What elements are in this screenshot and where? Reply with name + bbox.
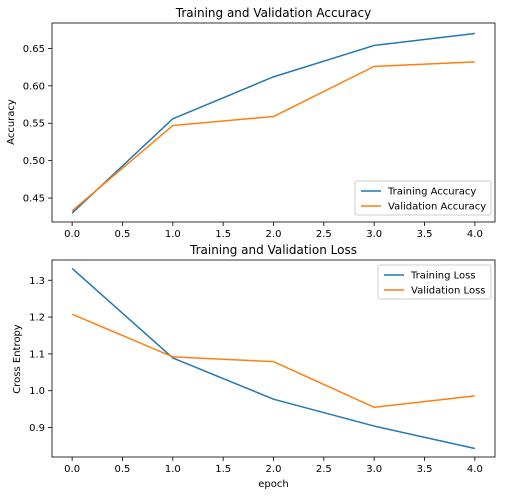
accuracy-y-tick-label: 0.55	[23, 119, 45, 130]
loss-x-tick-label: 2.0	[266, 464, 282, 475]
accuracy-x-tick-label: 3.5	[417, 229, 433, 240]
loss-chart: Training and Validation Loss Cross Entro…	[12, 243, 496, 490]
accuracy-y-axis-label: Accuracy	[6, 99, 17, 145]
loss-legend-label: Validation Loss	[411, 286, 486, 297]
loss-x-axis-label: epoch	[258, 479, 288, 490]
accuracy-y-tick-label: 0.65	[23, 44, 45, 55]
loss-legend-label: Training Loss	[410, 271, 476, 282]
accuracy-chart-title: Training and Validation Accuracy	[175, 6, 371, 20]
loss-series-line-2	[71, 313, 475, 409]
accuracy-x-tick-label: 4.0	[467, 229, 483, 240]
accuracy-y-tick-label: 0.45	[23, 194, 45, 205]
loss-x-tick-label: 3.5	[417, 464, 433, 475]
accuracy-x-tick-label: 1.0	[165, 229, 181, 240]
loss-x-tick-label: 1.5	[215, 464, 231, 475]
accuracy-x-tick-label: 2.0	[266, 229, 282, 240]
loss-y-tick-label: 1.2	[29, 313, 45, 324]
accuracy-y-tick-label: 0.60	[23, 81, 45, 92]
accuracy-x-tick-label: 0.5	[115, 229, 131, 240]
accuracy-series-line-2	[71, 61, 475, 212]
loss-x-tick-label: 3.0	[366, 464, 382, 475]
accuracy-legend-box	[354, 180, 492, 216]
loss-x-tick-label: 0.5	[115, 464, 131, 475]
accuracy-legend: Training Accuracy Validation Accuracy	[354, 180, 492, 216]
accuracy-legend-label: Training Accuracy	[387, 187, 476, 198]
loss-x-tick-label: 4.0	[467, 464, 483, 475]
loss-y-tick-label: 1.0	[29, 386, 45, 397]
accuracy-chart: Training and Validation Accuracy Accurac…	[6, 6, 496, 240]
accuracy-x-tick-label: 3.0	[366, 229, 382, 240]
accuracy-x-tick-label: 2.5	[316, 229, 332, 240]
accuracy-legend-label: Validation Accuracy	[388, 202, 486, 213]
loss-y-axis-label: Cross Entropy	[12, 324, 23, 394]
loss-chart-title: Training and Validation Loss	[189, 243, 357, 257]
loss-series-line-1	[71, 267, 476, 450]
accuracy-y-tick-label: 0.50	[23, 156, 45, 167]
loss-y-tick-label: 0.9	[29, 423, 45, 434]
loss-y-tick-label: 1.1	[29, 349, 45, 360]
loss-x-tick-label: 0.0	[64, 464, 80, 475]
accuracy-plot-area	[71, 32, 475, 214]
loss-y-tick-label: 1.3	[29, 276, 45, 287]
loss-x-tick-label: 2.5	[316, 464, 332, 475]
accuracy-x-tick-label: 0.0	[64, 229, 80, 240]
accuracy-x-tick-label: 1.5	[215, 229, 231, 240]
loss-legend-box	[377, 264, 492, 300]
loss-x-tick-label: 1.0	[165, 464, 181, 475]
loss-plot-area	[71, 267, 476, 450]
loss-legend: Training Loss Validation Loss	[377, 264, 492, 300]
accuracy-series-line-1	[71, 32, 475, 214]
